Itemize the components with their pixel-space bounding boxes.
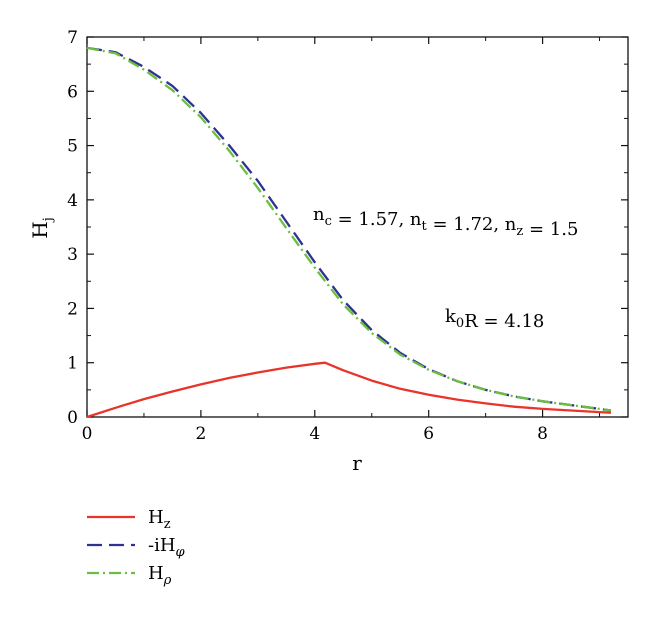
y-tick-label: 3 bbox=[67, 245, 78, 265]
series-line-2 bbox=[86, 46, 612, 412]
tick-marks bbox=[86, 36, 628, 418]
legend: Hz -iHφ Hρ bbox=[87, 507, 186, 588]
x-tick-label: 2 bbox=[195, 424, 206, 444]
series-layer bbox=[86, 46, 612, 419]
legend-label-2: Hρ bbox=[148, 563, 172, 588]
tick-labels: 0 2 4 6 8 0 1 2 3 4 5 6 7 bbox=[67, 28, 548, 444]
series-line-0 bbox=[86, 361, 611, 419]
x-tick-label: 8 bbox=[537, 424, 548, 444]
annotation-k0r: k0R = 4.18 bbox=[445, 306, 544, 332]
annotations: nc = 1.57, nt = 1.72, nz = 1.5 k0R = 4.18 bbox=[313, 204, 578, 332]
y-axis-label: Hj bbox=[28, 217, 56, 238]
annotation-indices: nc = 1.57, nt = 1.72, nz = 1.5 bbox=[313, 204, 578, 240]
y-tick-label: 4 bbox=[67, 191, 78, 211]
legend-label-0: Hz bbox=[148, 507, 171, 532]
y-tick-label: 7 bbox=[67, 28, 78, 48]
x-tick-label: 4 bbox=[309, 424, 320, 444]
series-line-1 bbox=[86, 46, 612, 412]
legend-label-1: -iHφ bbox=[148, 535, 186, 560]
x-tick-label: 0 bbox=[82, 424, 93, 444]
y-tick-label: 5 bbox=[67, 137, 78, 157]
y-tick-label: 0 bbox=[67, 408, 78, 428]
y-tick-label: 1 bbox=[67, 354, 78, 374]
y-tick-label: 2 bbox=[67, 299, 78, 319]
x-axis-label: r bbox=[352, 451, 362, 475]
y-tick-label: 6 bbox=[67, 82, 78, 102]
x-tick-label: 6 bbox=[423, 424, 434, 444]
